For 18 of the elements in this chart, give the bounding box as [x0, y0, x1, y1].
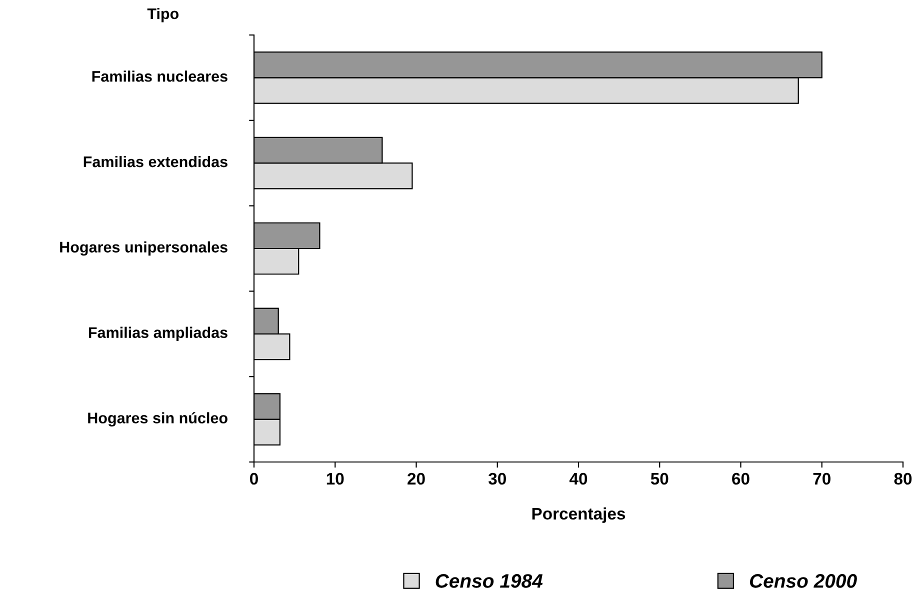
legend-label: Censo 2000 — [750, 574, 857, 588]
x-tick-label: 40 — [569, 472, 588, 485]
y-tick-label: Hogares sin núcleo — [88, 412, 228, 427]
y-tick-label: Familias nucleares — [92, 70, 228, 82]
x-tick-label: 80 — [894, 472, 912, 485]
y-tick-label: Hogares unipersonales — [60, 241, 228, 256]
x-tick-label: 50 — [650, 472, 668, 485]
x-tick-label: 10 — [326, 472, 344, 485]
x-tick-label: 70 — [813, 472, 830, 485]
y-axis-title: Tipo — [147, 8, 179, 22]
x-tick-label: 0 — [250, 472, 258, 485]
x-tick-label: 20 — [408, 472, 425, 485]
y-tick-label: Familias ampliadas — [88, 326, 228, 342]
legend-label: Censo 1984 — [436, 574, 543, 588]
y-tick-label: Familias extendidas — [84, 156, 228, 168]
x-axis-title: Porcentajes — [532, 507, 626, 523]
x-tick-label: 30 — [488, 472, 506, 485]
x-tick-label: 60 — [732, 472, 750, 485]
